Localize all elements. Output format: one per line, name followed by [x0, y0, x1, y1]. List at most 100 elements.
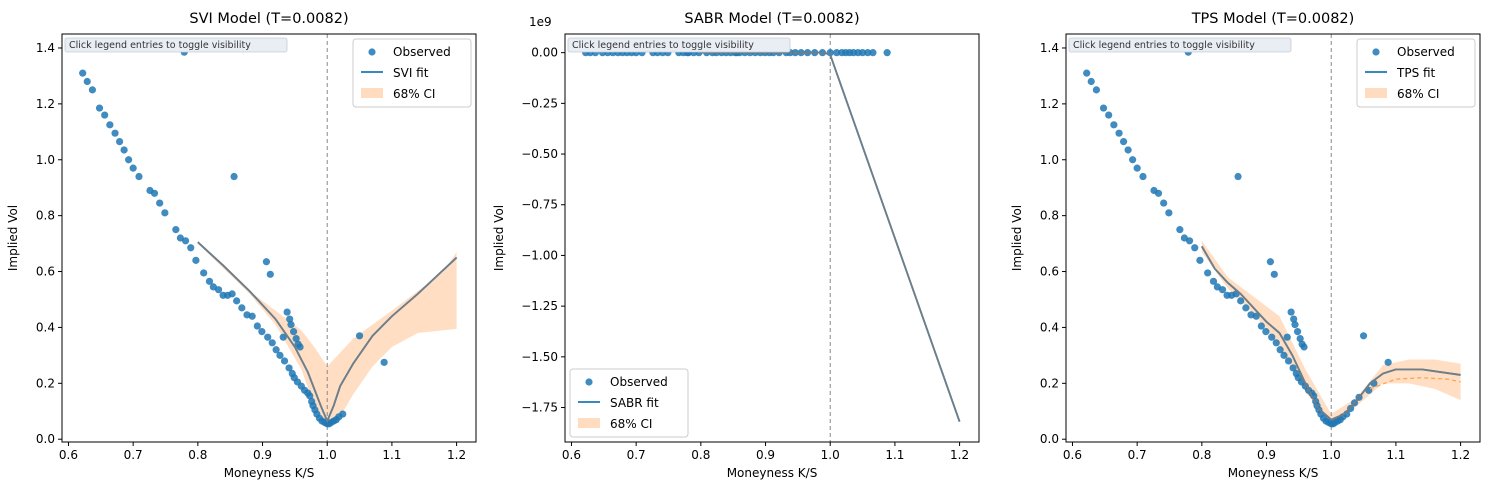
fit-line-overlay — [197, 241, 458, 424]
observed-point — [286, 315, 294, 323]
legend-fit-label[interactable]: TPS fit — [1396, 66, 1436, 80]
observed-point — [1218, 286, 1227, 294]
observed-point — [1266, 258, 1275, 266]
y-tick-label: 1.0 — [1040, 153, 1059, 167]
legend-fit-label[interactable]: SABR fit — [610, 396, 659, 410]
observed-point — [238, 304, 246, 312]
y-tick-label: 0.0 — [1040, 432, 1059, 446]
observed-point — [1099, 104, 1108, 112]
axes-frame — [61, 33, 477, 443]
observed-point — [285, 364, 293, 372]
observed-point — [200, 269, 208, 277]
observed-point — [101, 111, 109, 119]
y-tick-label: −1.25 — [521, 299, 558, 313]
y-tick-label: 0.8 — [1040, 209, 1059, 223]
legend-hint-box — [567, 37, 791, 53]
y-tick-label: 0.0 — [36, 432, 55, 446]
observed-point — [355, 332, 364, 340]
plot-area — [79, 34, 458, 442]
observed-point — [156, 199, 164, 207]
observed-point — [1300, 343, 1308, 351]
chart-title: SABR Model (T=0.0082) — [684, 11, 859, 27]
legend[interactable]: Observed SABR fit 68% CI — [569, 368, 689, 438]
axes-frame — [1065, 33, 1481, 443]
y-tick-label: −1.50 — [521, 350, 558, 364]
observed-point — [1287, 308, 1295, 316]
observed-point — [1154, 189, 1163, 197]
y-axis-label: Implied Vol — [1010, 205, 1024, 271]
x-tick-label: 0.6 — [59, 448, 78, 462]
legend-observed-label[interactable]: Observed — [1397, 45, 1455, 59]
observed-point — [1115, 129, 1123, 137]
legend-hint-text: Click legend entries to toggle visibilit… — [1073, 40, 1255, 51]
legend-hint: Click legend entries to toggle visibilit… — [567, 37, 791, 53]
observed-point — [214, 286, 223, 294]
observed-point — [1204, 269, 1212, 277]
observed-point — [253, 322, 261, 330]
legend-ci-label[interactable]: 68% CI — [393, 87, 435, 101]
legend-ci-marker[interactable] — [578, 418, 600, 428]
observed-point — [1083, 69, 1091, 77]
observed-point — [266, 270, 274, 278]
observed-point — [233, 297, 241, 305]
x-tick-label: 1.0 — [1322, 448, 1341, 462]
observed-point — [1280, 351, 1288, 359]
x-tick-label: 0.7 — [124, 448, 143, 462]
observed-point — [869, 49, 877, 57]
observed-point — [279, 333, 287, 341]
y-tick-label: 0.2 — [36, 376, 55, 390]
legend-hint-text: Click legend entries to toggle visibilit… — [69, 40, 251, 51]
observed-point — [228, 290, 236, 298]
observed-point — [248, 312, 256, 320]
observed-point — [230, 172, 238, 181]
observed-point — [1160, 199, 1168, 207]
observed-point — [1283, 333, 1291, 341]
y-tick-label: −1.75 — [521, 401, 558, 415]
legend-ci-marker[interactable] — [1365, 88, 1387, 98]
observed-point — [1196, 256, 1204, 264]
observed-point — [289, 328, 298, 336]
observed-point — [292, 335, 300, 343]
observed-point — [1252, 312, 1260, 320]
legend-fit-label[interactable]: SVI fit — [393, 66, 429, 80]
y-tick-label: 1.4 — [1040, 41, 1059, 55]
observed-point — [181, 237, 190, 245]
legend[interactable]: Observed TPS fit 68% CI — [1356, 38, 1476, 108]
observed-point — [79, 69, 87, 77]
x-tick-label: 1.0 — [318, 448, 337, 462]
observed-point — [135, 172, 143, 181]
axes-frame — [564, 33, 980, 443]
legend-ci-marker[interactable] — [361, 88, 383, 98]
legend-observed-label[interactable]: Observed — [393, 45, 451, 59]
observed-point — [1092, 86, 1101, 94]
legend-observed-marker[interactable] — [585, 378, 593, 386]
legend-observed-marker[interactable] — [368, 48, 376, 56]
y-tick-label: 0.8 — [36, 209, 55, 223]
y-tick-label: 0.4 — [1040, 320, 1059, 334]
observed-point — [150, 189, 159, 197]
x-tick-label: 0.8 — [188, 448, 207, 462]
chart-panel-1: 0.6 0.7 0.8 0.9 1.0 1.1 1.2 0.0 0.2 0.4 0.6 0.8 1.0 1… — [6, 11, 477, 480]
legend-hint-box — [64, 37, 288, 53]
legend-ci-label[interactable]: 68% CI — [1397, 87, 1439, 101]
fit-line-overlay — [1201, 245, 1461, 421]
legend-ci-label[interactable]: 68% CI — [610, 417, 652, 431]
x-tick-label: 1.0 — [821, 448, 840, 462]
observed-point — [172, 226, 180, 234]
observed-point — [1293, 328, 1302, 336]
legend[interactable]: Observed SVI fit 68% CI — [352, 38, 472, 108]
legend-observed-label[interactable]: Observed — [610, 375, 668, 389]
legend-observed-marker[interactable] — [1372, 48, 1380, 56]
x-tick-label: 0.9 — [756, 448, 775, 462]
y-tick-label: 0.6 — [1040, 265, 1059, 279]
observed-point — [1087, 77, 1095, 86]
observed-point — [276, 351, 284, 359]
observed-point — [1133, 164, 1141, 172]
observed-point — [1129, 156, 1137, 164]
y-tick-label: 1.2 — [36, 97, 55, 111]
observed-point — [1291, 321, 1299, 329]
observed-point — [161, 209, 169, 217]
observed-point — [1262, 328, 1270, 336]
x-tick-label: 1.1 — [1386, 448, 1405, 462]
